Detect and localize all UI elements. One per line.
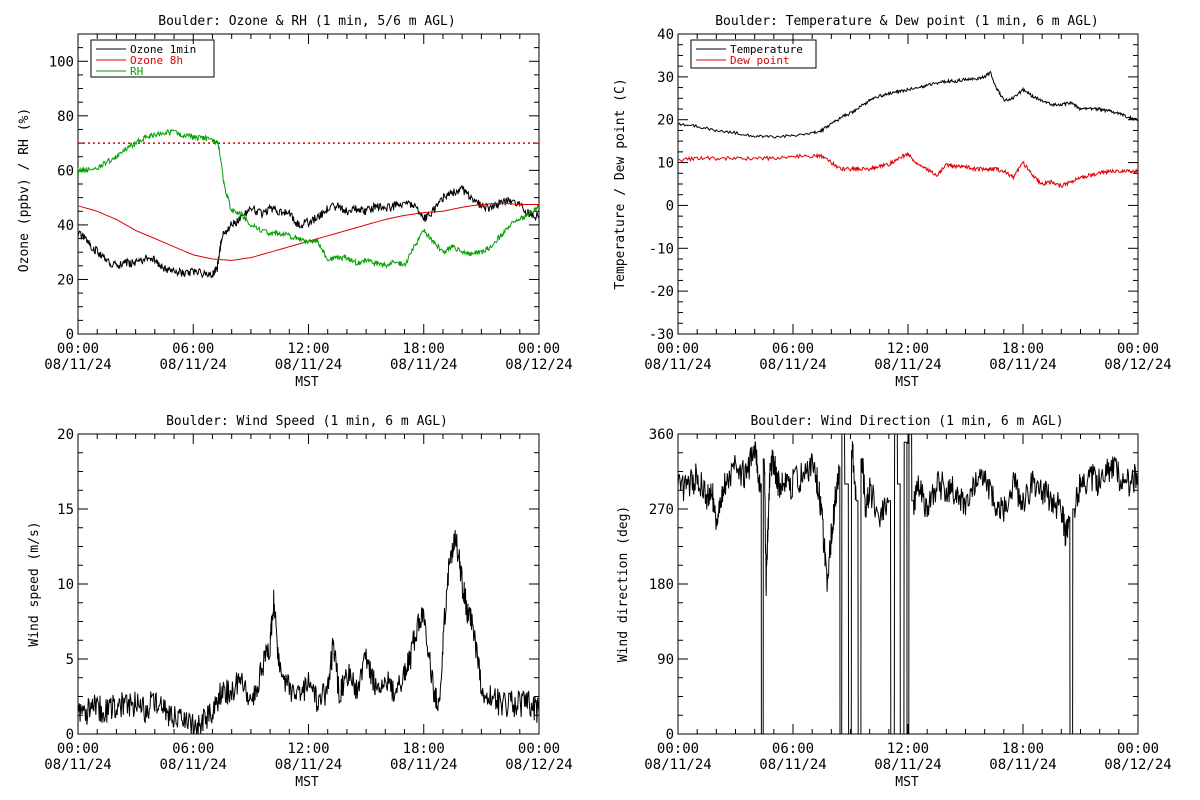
series-line-ozone-1min — [77, 185, 540, 279]
x-tick-label-date: 08/12/24 — [1104, 757, 1171, 773]
x-tick-label-date: 08/11/24 — [275, 357, 342, 373]
x-tick-label-time: 00:00 — [518, 741, 560, 757]
legend: Ozone 1min Ozone 8h RH — [90, 39, 215, 78]
y-tick-label: 360 — [649, 427, 674, 443]
x-tick-label-date: 08/11/24 — [989, 757, 1056, 773]
legend-box — [690, 39, 817, 69]
x-tick-label-time: 06:00 — [172, 341, 214, 357]
y-tick-label: 40 — [57, 218, 74, 234]
legend-entry: Ozone 8h — [130, 54, 183, 67]
y-tick-label: 15 — [57, 502, 74, 518]
x-tick-label-time: 18:00 — [1002, 741, 1044, 757]
x-tick-label-date: 08/11/24 — [390, 757, 457, 773]
y-tick-label: 5 — [66, 652, 74, 668]
x-tick-label-time: 00:00 — [57, 741, 99, 757]
panel-temperature-dewpoint: Boulder: Temperature & Dew point (1 min,… — [613, 14, 1172, 390]
y-axis-label: Wind speed (m/s) — [27, 521, 42, 646]
y-tick-label: 0 — [66, 727, 74, 743]
x-tick-label-date: 08/11/24 — [160, 357, 227, 373]
x-tick-label-time: 12:00 — [287, 741, 329, 757]
chart-title: Boulder: Wind Speed (1 min, 6 m AGL) — [166, 414, 448, 429]
x-tick-label-time: 00:00 — [1117, 341, 1159, 357]
x-tick-label-date: 08/12/24 — [505, 357, 572, 373]
x-tick-label-date: 08/11/24 — [160, 757, 227, 773]
x-tick-label-date: 08/11/24 — [759, 357, 826, 373]
x-tick-label-date: 08/11/24 — [275, 757, 342, 773]
series-line-dew-point — [677, 151, 1139, 189]
x-tick-label-date: 08/11/24 — [44, 357, 111, 373]
chart-title: Boulder: Temperature & Dew point (1 min,… — [715, 14, 1099, 29]
x-tick-label-time: 00:00 — [1117, 741, 1159, 757]
panel-ozone-rh: Boulder: Ozone & RH (1 min, 5/6 m AGL) O… — [17, 14, 573, 390]
y-tick-label: 60 — [57, 163, 74, 179]
x-tick-label-date: 08/12/24 — [505, 757, 572, 773]
series-line-temperature — [677, 70, 1139, 139]
x-tick-label-time: 06:00 — [772, 341, 814, 357]
y-tick-label: 270 — [649, 502, 674, 518]
y-axis-label: Ozone (ppbv) / RH (%) — [17, 108, 32, 272]
x-tick-label-date: 08/11/24 — [44, 757, 111, 773]
y-tick-label: 100 — [49, 54, 74, 70]
chart-title: Boulder: Wind Direction (1 min, 6 m AGL) — [750, 414, 1063, 429]
y-axis-label: Wind direction (deg) — [616, 506, 631, 663]
x-tick-label-time: 18:00 — [403, 341, 445, 357]
panel-wind-direction: Boulder: Wind Direction (1 min, 6 m AGL)… — [616, 414, 1172, 790]
x-tick-label-date: 08/11/24 — [644, 357, 711, 373]
y-tick-label: 20 — [57, 272, 74, 288]
x-tick-label-time: 06:00 — [172, 741, 214, 757]
y-tick-label: -10 — [649, 241, 674, 257]
y-tick-label: 30 — [657, 70, 674, 86]
x-tick-label-time: 00:00 — [657, 741, 699, 757]
x-axis-label: MST — [895, 775, 919, 790]
x-tick-label-time: 12:00 — [287, 341, 329, 357]
y-tick-label: 0 — [66, 327, 74, 343]
chart-title: Boulder: Ozone & RH (1 min, 5/6 m AGL) — [158, 14, 455, 29]
legend-entry: Dew point — [730, 54, 790, 67]
y-tick-label: 20 — [657, 113, 674, 129]
x-tick-label-time: 12:00 — [887, 341, 929, 357]
y-tick-label: -30 — [649, 327, 674, 343]
x-tick-label-date: 08/11/24 — [644, 757, 711, 773]
x-tick-label-time: 00:00 — [518, 341, 560, 357]
x-tick-label-time: 18:00 — [1002, 341, 1044, 357]
y-axis-label: Temperature / Dew point (C) — [613, 78, 628, 289]
x-tick-label-time: 00:00 — [657, 341, 699, 357]
x-axis-label: MST — [295, 775, 319, 790]
y-tick-label: 40 — [657, 27, 674, 43]
legend-entry: RH — [130, 65, 143, 78]
x-tick-label-date: 08/11/24 — [874, 357, 941, 373]
x-tick-label-time: 00:00 — [57, 341, 99, 357]
x-tick-label-time: 12:00 — [887, 741, 929, 757]
legend-entry: Temperature — [730, 43, 803, 56]
y-tick-label: 80 — [57, 109, 74, 125]
series-line-rh — [77, 128, 540, 269]
x-tick-label-date: 08/11/24 — [989, 357, 1056, 373]
panel-wind-speed: Boulder: Wind Speed (1 min, 6 m AGL) Win… — [27, 414, 573, 790]
x-axis-label: MST — [295, 375, 319, 390]
x-tick-label-time: 06:00 — [772, 741, 814, 757]
y-tick-label: 0 — [666, 727, 674, 743]
y-tick-label: 90 — [657, 652, 674, 668]
y-tick-label: 180 — [649, 577, 674, 593]
legend-entry: Ozone 1min — [130, 43, 196, 56]
y-tick-label: 0 — [666, 198, 674, 214]
x-tick-label-date: 08/11/24 — [759, 757, 826, 773]
y-tick-label: -20 — [649, 284, 674, 300]
series-line-main — [77, 530, 540, 735]
series-line-main — [677, 433, 1139, 735]
x-tick-label-date: 08/11/24 — [390, 357, 457, 373]
legend: Temperature Dew point — [690, 39, 817, 69]
y-tick-label: 10 — [57, 577, 74, 593]
x-axis-label: MST — [895, 375, 919, 390]
y-tick-label: 10 — [657, 156, 674, 172]
y-tick-label: 20 — [57, 427, 74, 443]
x-tick-label-date: 08/12/24 — [1104, 357, 1171, 373]
x-tick-label-time: 18:00 — [403, 741, 445, 757]
x-tick-label-date: 08/11/24 — [874, 757, 941, 773]
